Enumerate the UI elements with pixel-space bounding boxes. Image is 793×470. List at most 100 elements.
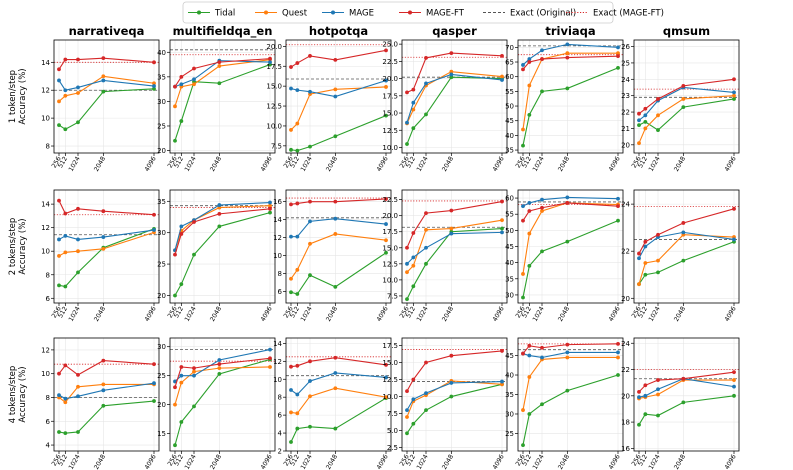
y-tick-label: 35 (157, 198, 166, 206)
point-mage-ft (540, 57, 544, 61)
y-tick-label: 8 (46, 271, 50, 279)
point-mage (384, 375, 388, 380)
point-mage-ft (217, 362, 222, 366)
point-mage-ft (57, 371, 61, 376)
point-mage (616, 196, 620, 201)
point-mage-ft (411, 231, 416, 235)
point-mage-ft (384, 197, 388, 201)
y-tick-label: 25 (157, 261, 166, 269)
y-tick-label: 20 (621, 141, 630, 149)
y-tick-label: 22 (621, 366, 630, 374)
y-tick-label: 12 (41, 87, 50, 95)
y-tick-label: 30 (157, 343, 166, 351)
y-tick-label: 20 (157, 401, 166, 409)
point-mage-ft (192, 66, 196, 71)
point-mage (192, 77, 196, 82)
point-tidal (63, 127, 68, 132)
point-mage (101, 78, 106, 83)
point-quest (405, 415, 409, 419)
point-quest (289, 276, 293, 281)
point-quest (449, 226, 454, 231)
y-tick-label: 30 (157, 229, 166, 237)
point-mage-ft (637, 251, 641, 256)
point-mage-ft (500, 349, 504, 353)
point-mage (449, 381, 454, 385)
point-tidal (192, 404, 196, 409)
point-tidal (540, 249, 544, 254)
point-mage (76, 85, 80, 90)
point-quest (527, 375, 532, 379)
point-tidal (268, 210, 272, 215)
point-mage-ft (76, 206, 80, 211)
panel-frame (53, 337, 160, 452)
y-tick-label: 25 (157, 372, 166, 380)
point-tidal (565, 86, 570, 91)
point-quest (521, 408, 525, 412)
point-quest (308, 394, 312, 399)
point-mage-ft (643, 239, 648, 244)
point-tidal (656, 270, 660, 275)
row-label-line: Accuracy (%) (18, 366, 28, 422)
point-tidal (217, 81, 222, 86)
y-tick-label: 20 (621, 295, 630, 303)
point-mage-ft (656, 378, 660, 382)
point-mage-ft (565, 201, 570, 205)
point-tidal (289, 147, 293, 152)
point-mage (289, 86, 293, 91)
legend-marker-mage-ft (408, 10, 412, 15)
point-tidal (308, 144, 312, 149)
point-mage-ft (643, 383, 648, 388)
point-mage-ft (540, 345, 544, 350)
y-tick-label: 10.0 (382, 144, 398, 152)
column-title-qmsum: qmsum (663, 24, 710, 38)
point-quest (173, 104, 177, 109)
legend-frame (182, 1, 614, 24)
legend: Tidal Quest MAGE MAGE-FT Exact (Original) Exa… (182, 1, 664, 24)
point-mage (179, 224, 184, 229)
point-tidal (217, 224, 222, 229)
y-tick-label: 22.5 (382, 58, 398, 66)
y-tick-label: 40 (505, 372, 514, 380)
point-mage (527, 57, 532, 61)
point-mage-ft (308, 359, 312, 364)
point-mage-ft (411, 87, 416, 92)
point-mage-ft (643, 106, 648, 111)
point-mage (681, 230, 686, 235)
legend-label-quest: Quest (282, 9, 308, 19)
y-tick-label: 40 (505, 259, 514, 267)
y-tick-label: 18 (621, 419, 630, 427)
point-mage (63, 396, 68, 401)
point-tidal (217, 372, 222, 376)
y-tick-label: 17.5 (382, 228, 398, 236)
point-quest (101, 246, 106, 251)
point-tidal (179, 282, 184, 287)
point-tidal (76, 430, 80, 434)
point-mage (289, 388, 293, 392)
column-title-hotpotqa: hotpotqa (309, 24, 368, 38)
column-title-narrativeqa: narrativeqa (69, 24, 145, 38)
panel-frame (285, 189, 392, 304)
y-tick-label: 2.5 (387, 444, 398, 452)
point-tidal (500, 226, 504, 231)
point-mage-ft (308, 54, 312, 58)
point-quest (192, 369, 196, 374)
point-mage (179, 373, 184, 378)
point-tidal (308, 273, 312, 278)
point-mage-ft (217, 60, 222, 65)
y-tick-label: 20.0 (382, 75, 398, 83)
point-tidal (179, 119, 184, 123)
y-tick-label: 8 (278, 394, 282, 402)
point-tidal (384, 250, 388, 255)
point-mage-ft (101, 209, 106, 214)
point-mage-ft (76, 57, 80, 62)
point-mage (527, 201, 532, 205)
point-tidal (295, 426, 300, 431)
point-quest (63, 400, 68, 405)
point-mage (521, 63, 525, 67)
point-tidal (540, 402, 544, 407)
y-tick-label: 22 (621, 109, 630, 117)
y-tick-label: 2 (278, 448, 282, 456)
